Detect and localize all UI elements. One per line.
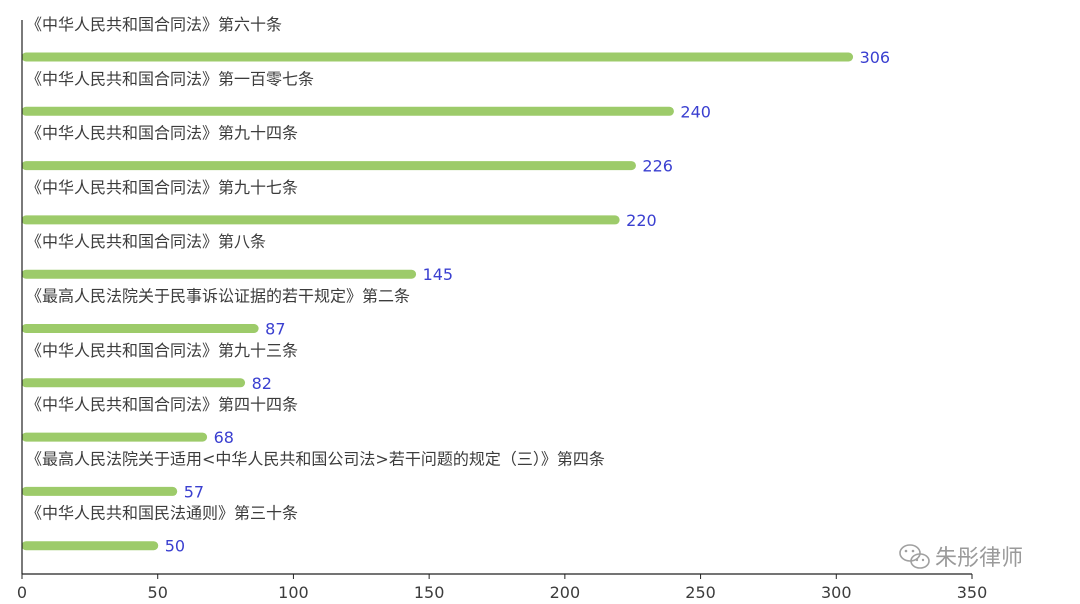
category-label: 《中华人民共和国合同法》第六十条: [26, 15, 282, 34]
x-tick-label: 50: [148, 583, 168, 602]
category-label: 《中华人民共和国合同法》第九十七条: [26, 178, 298, 197]
value-label: 68: [214, 428, 234, 447]
value-label: 226: [642, 157, 673, 176]
value-label: 57: [184, 482, 204, 501]
value-label: 87: [265, 320, 285, 339]
x-tick-label: 0: [17, 583, 27, 602]
category-label: 《中华人民共和国合同法》第八条: [26, 232, 266, 251]
x-tick-label: 300: [821, 583, 852, 602]
x-tick-label: 100: [278, 583, 309, 602]
category-label: 《最高人民法院关于适用<中华人民共和国公司法>若干问题的规定（三）》第四条: [26, 449, 605, 468]
value-label: 220: [626, 211, 657, 230]
x-tick-label: 150: [414, 583, 445, 602]
value-label: 240: [680, 102, 711, 121]
category-label: 《中华人民共和国民法通则》第三十条: [26, 504, 298, 523]
category-label: 《最高人民法院关于民事诉讼证据的若干规定》第二条: [26, 287, 410, 306]
value-label: 145: [423, 265, 454, 284]
category-label: 《中华人民共和国合同法》第九十三条: [26, 341, 298, 360]
value-label: 306: [860, 48, 891, 67]
value-label: 50: [165, 537, 185, 556]
value-label: 82: [252, 374, 272, 393]
wechat-icon: [899, 544, 930, 569]
watermark: 朱彤律师: [899, 544, 1023, 571]
category-label: 《中华人民共和国合同法》第九十四条: [26, 124, 298, 143]
x-tick-label: 250: [685, 583, 716, 602]
watermark-text: 朱彤律师: [935, 546, 1023, 571]
x-tick-label: 350: [957, 583, 988, 602]
x-tick-label: 200: [550, 583, 581, 602]
category-label: 《中华人民共和国合同法》第一百零七条: [26, 69, 314, 88]
category-label: 《中华人民共和国合同法》第四十四条: [26, 395, 298, 414]
